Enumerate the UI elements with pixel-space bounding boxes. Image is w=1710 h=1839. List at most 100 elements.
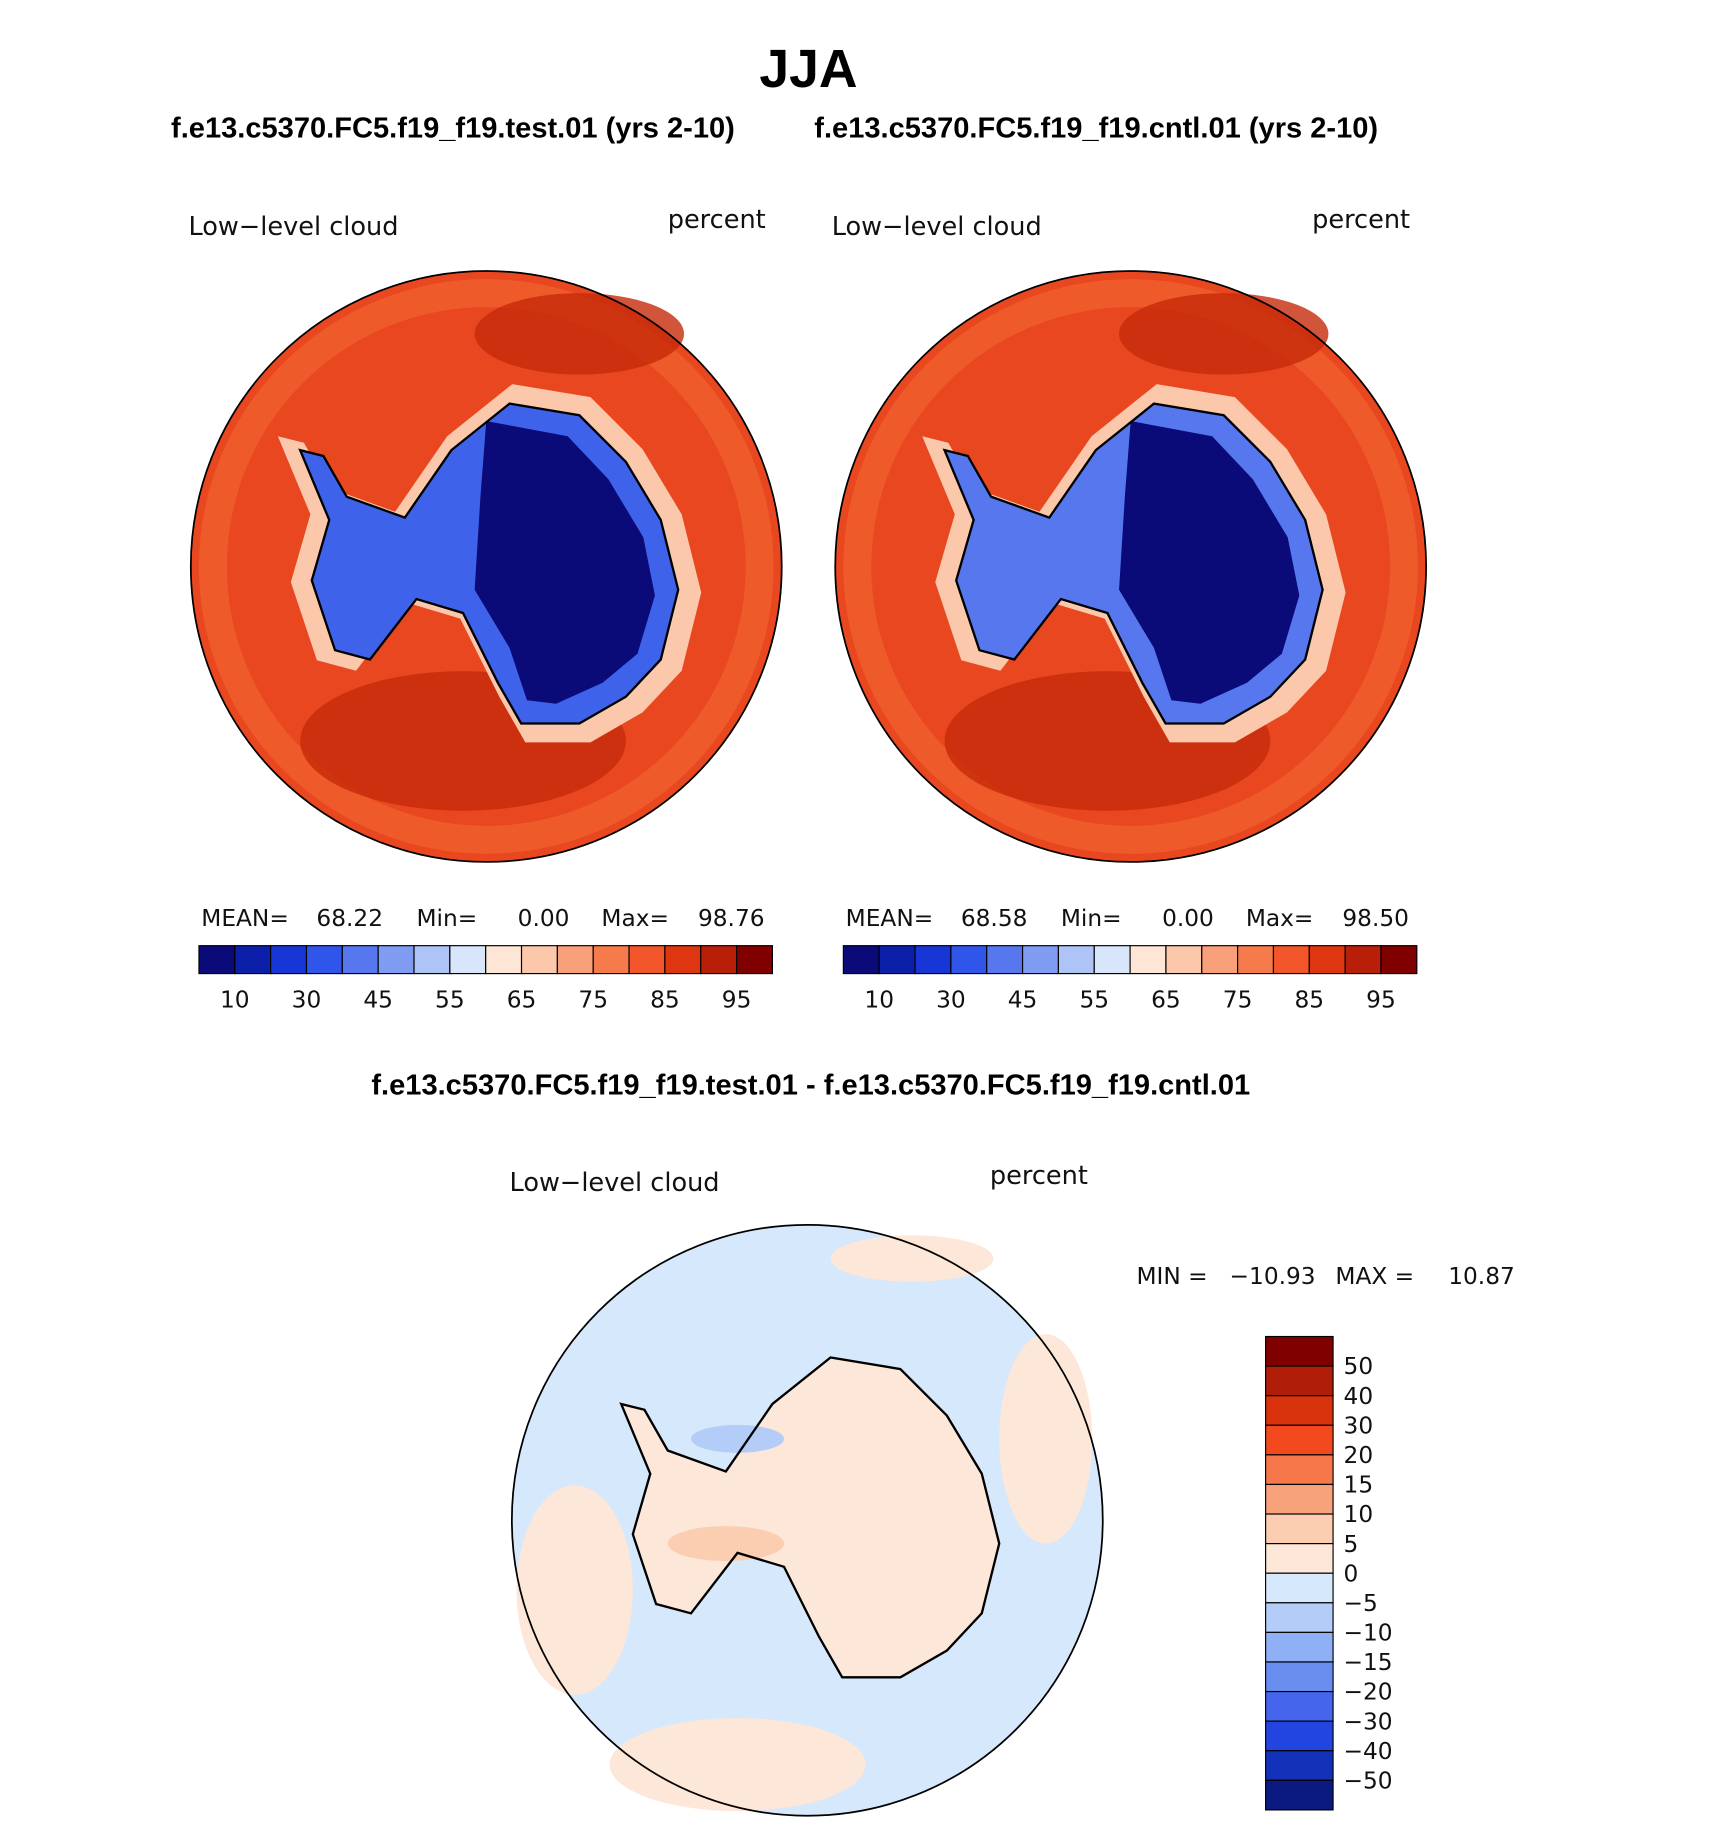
colorbar-swatch (1265, 1720, 1334, 1752)
colorbar-label: −10 (1344, 1620, 1393, 1647)
colorbar-label: 55 (435, 986, 465, 1013)
panel-subtitle: f.e13.c5370.FC5.f19_f19.cntl.01 (yrs 2-1… (814, 112, 1378, 144)
colorbar-label: 40 (1344, 1383, 1374, 1410)
colorbar-swatch (1265, 1779, 1334, 1811)
colorbar-swatch (1093, 945, 1131, 975)
colorbar-label: −15 (1344, 1649, 1393, 1676)
colorbar-swatch (986, 945, 1024, 975)
colorbar-label: 45 (363, 986, 393, 1013)
colorbar-swatch (270, 945, 308, 975)
colorbar-label: 75 (578, 986, 608, 1013)
colorbar-label: 95 (722, 986, 752, 1013)
colorbar-swatch (341, 945, 379, 975)
colorbar-swatch (1265, 1602, 1334, 1633)
stat-text: 68.58 (961, 905, 1028, 932)
colorbar-swatch (1380, 945, 1418, 975)
colorbar-swatch (1272, 945, 1310, 975)
stat-text: MEAN= (201, 905, 289, 932)
colorbar-swatch (628, 945, 666, 975)
units-label: percent (1312, 205, 1410, 235)
colorbar-swatch (1265, 1750, 1334, 1781)
colorbar-swatch (1021, 945, 1059, 975)
colorbar-label: 30 (292, 986, 322, 1013)
stat-text: MIN = (1136, 1263, 1207, 1290)
colorbar-label: 10 (1344, 1501, 1374, 1528)
colorbar-label: −40 (1344, 1738, 1393, 1765)
colorbar-swatch (592, 945, 630, 975)
colorbar-swatch (234, 945, 272, 975)
colorbar-swatch (520, 945, 558, 975)
colorbar-label: 30 (1344, 1412, 1374, 1439)
variable-label: Low−level cloud (188, 212, 398, 242)
colorbar-swatch (377, 945, 415, 975)
colorbar-label: 50 (1344, 1353, 1374, 1380)
colorbar-label: 95 (1366, 986, 1396, 1013)
colorbar-swatch (700, 945, 738, 975)
colorbar-swatch (556, 945, 594, 975)
variable-label: Low−level cloud (832, 212, 1042, 242)
colorbar-swatch (914, 945, 952, 975)
difference-title: f.e13.c5370.FC5.f19_f19.test.01 - f.e13.… (371, 1070, 1250, 1102)
colorbar-swatch (950, 945, 988, 975)
stat-text: Max= (1246, 905, 1314, 932)
colorbar-label: 5 (1344, 1531, 1359, 1558)
colorbar-swatch (485, 945, 523, 975)
stat-text: −10.93 (1230, 1263, 1316, 1290)
colorbar-swatch (1265, 1690, 1334, 1722)
colorbar-swatch (842, 945, 880, 975)
colorbar-label: 45 (1008, 986, 1038, 1013)
polar-map (189, 270, 783, 863)
colorbar-swatch (878, 945, 916, 975)
colorbar-swatch (1265, 1543, 1334, 1574)
stat-text: MEAN= (846, 905, 934, 932)
colorbar-swatch (1165, 945, 1203, 975)
title: JJA (759, 40, 857, 99)
colorbar-label: 55 (1079, 986, 1109, 1013)
colorbar-swatch (1344, 945, 1382, 975)
colorbar-swatch (1237, 945, 1275, 975)
colorbar-swatch (664, 945, 702, 975)
polar-map (510, 1223, 1104, 1817)
colorbar-label: −5 (1344, 1590, 1378, 1617)
colorbar-swatch (1265, 1572, 1334, 1604)
colorbar-label: 0 (1344, 1560, 1359, 1587)
stat-text: 10.87 (1448, 1263, 1515, 1290)
colorbar-label: −20 (1344, 1679, 1393, 1706)
stat-text: 0.00 (1162, 905, 1214, 932)
colorbar-label: −50 (1344, 1767, 1393, 1794)
colorbar-label: 10 (220, 986, 250, 1013)
colorbar-swatch (1308, 945, 1346, 975)
colorbar-swatch (305, 945, 343, 975)
colorbar-swatch (1265, 1483, 1334, 1515)
colorbar-swatch (735, 945, 773, 975)
colorbar-swatch (1265, 1513, 1334, 1545)
colorbar-label: 65 (1151, 986, 1181, 1013)
colorbar-swatch (1057, 945, 1095, 975)
colorbar-label: 20 (1344, 1442, 1374, 1469)
colorbar-label: 15 (1344, 1472, 1374, 1499)
stat-text: Min= (416, 905, 477, 932)
units-label: percent (668, 205, 766, 235)
stat-text: MAX = (1335, 1263, 1414, 1290)
polar-map (834, 270, 1427, 863)
colorbar-swatch (1265, 1365, 1334, 1397)
colorbar-label: 10 (864, 986, 894, 1013)
colorbar-label: 65 (507, 986, 537, 1013)
colorbar-swatch (198, 945, 236, 975)
stat-text: 98.76 (698, 905, 765, 932)
colorbar-label: 30 (936, 986, 966, 1013)
colorbar-swatch (1129, 945, 1167, 975)
colorbar-swatch (1265, 1661, 1334, 1693)
colorbar-label: 85 (650, 986, 680, 1013)
stat-text: 68.22 (316, 905, 383, 932)
colorbar-label: 75 (1223, 986, 1253, 1013)
colorbar-label: 85 (1295, 986, 1325, 1013)
colorbar-swatch (1201, 945, 1239, 975)
colorbar-swatch (1265, 1631, 1334, 1663)
stat-text: 98.50 (1342, 905, 1409, 932)
variable-label: Low−level cloud (510, 1168, 720, 1198)
colorbar-swatch (1265, 1424, 1334, 1456)
colorbar-swatch (1265, 1395, 1334, 1426)
colorbar-swatch (413, 945, 451, 975)
